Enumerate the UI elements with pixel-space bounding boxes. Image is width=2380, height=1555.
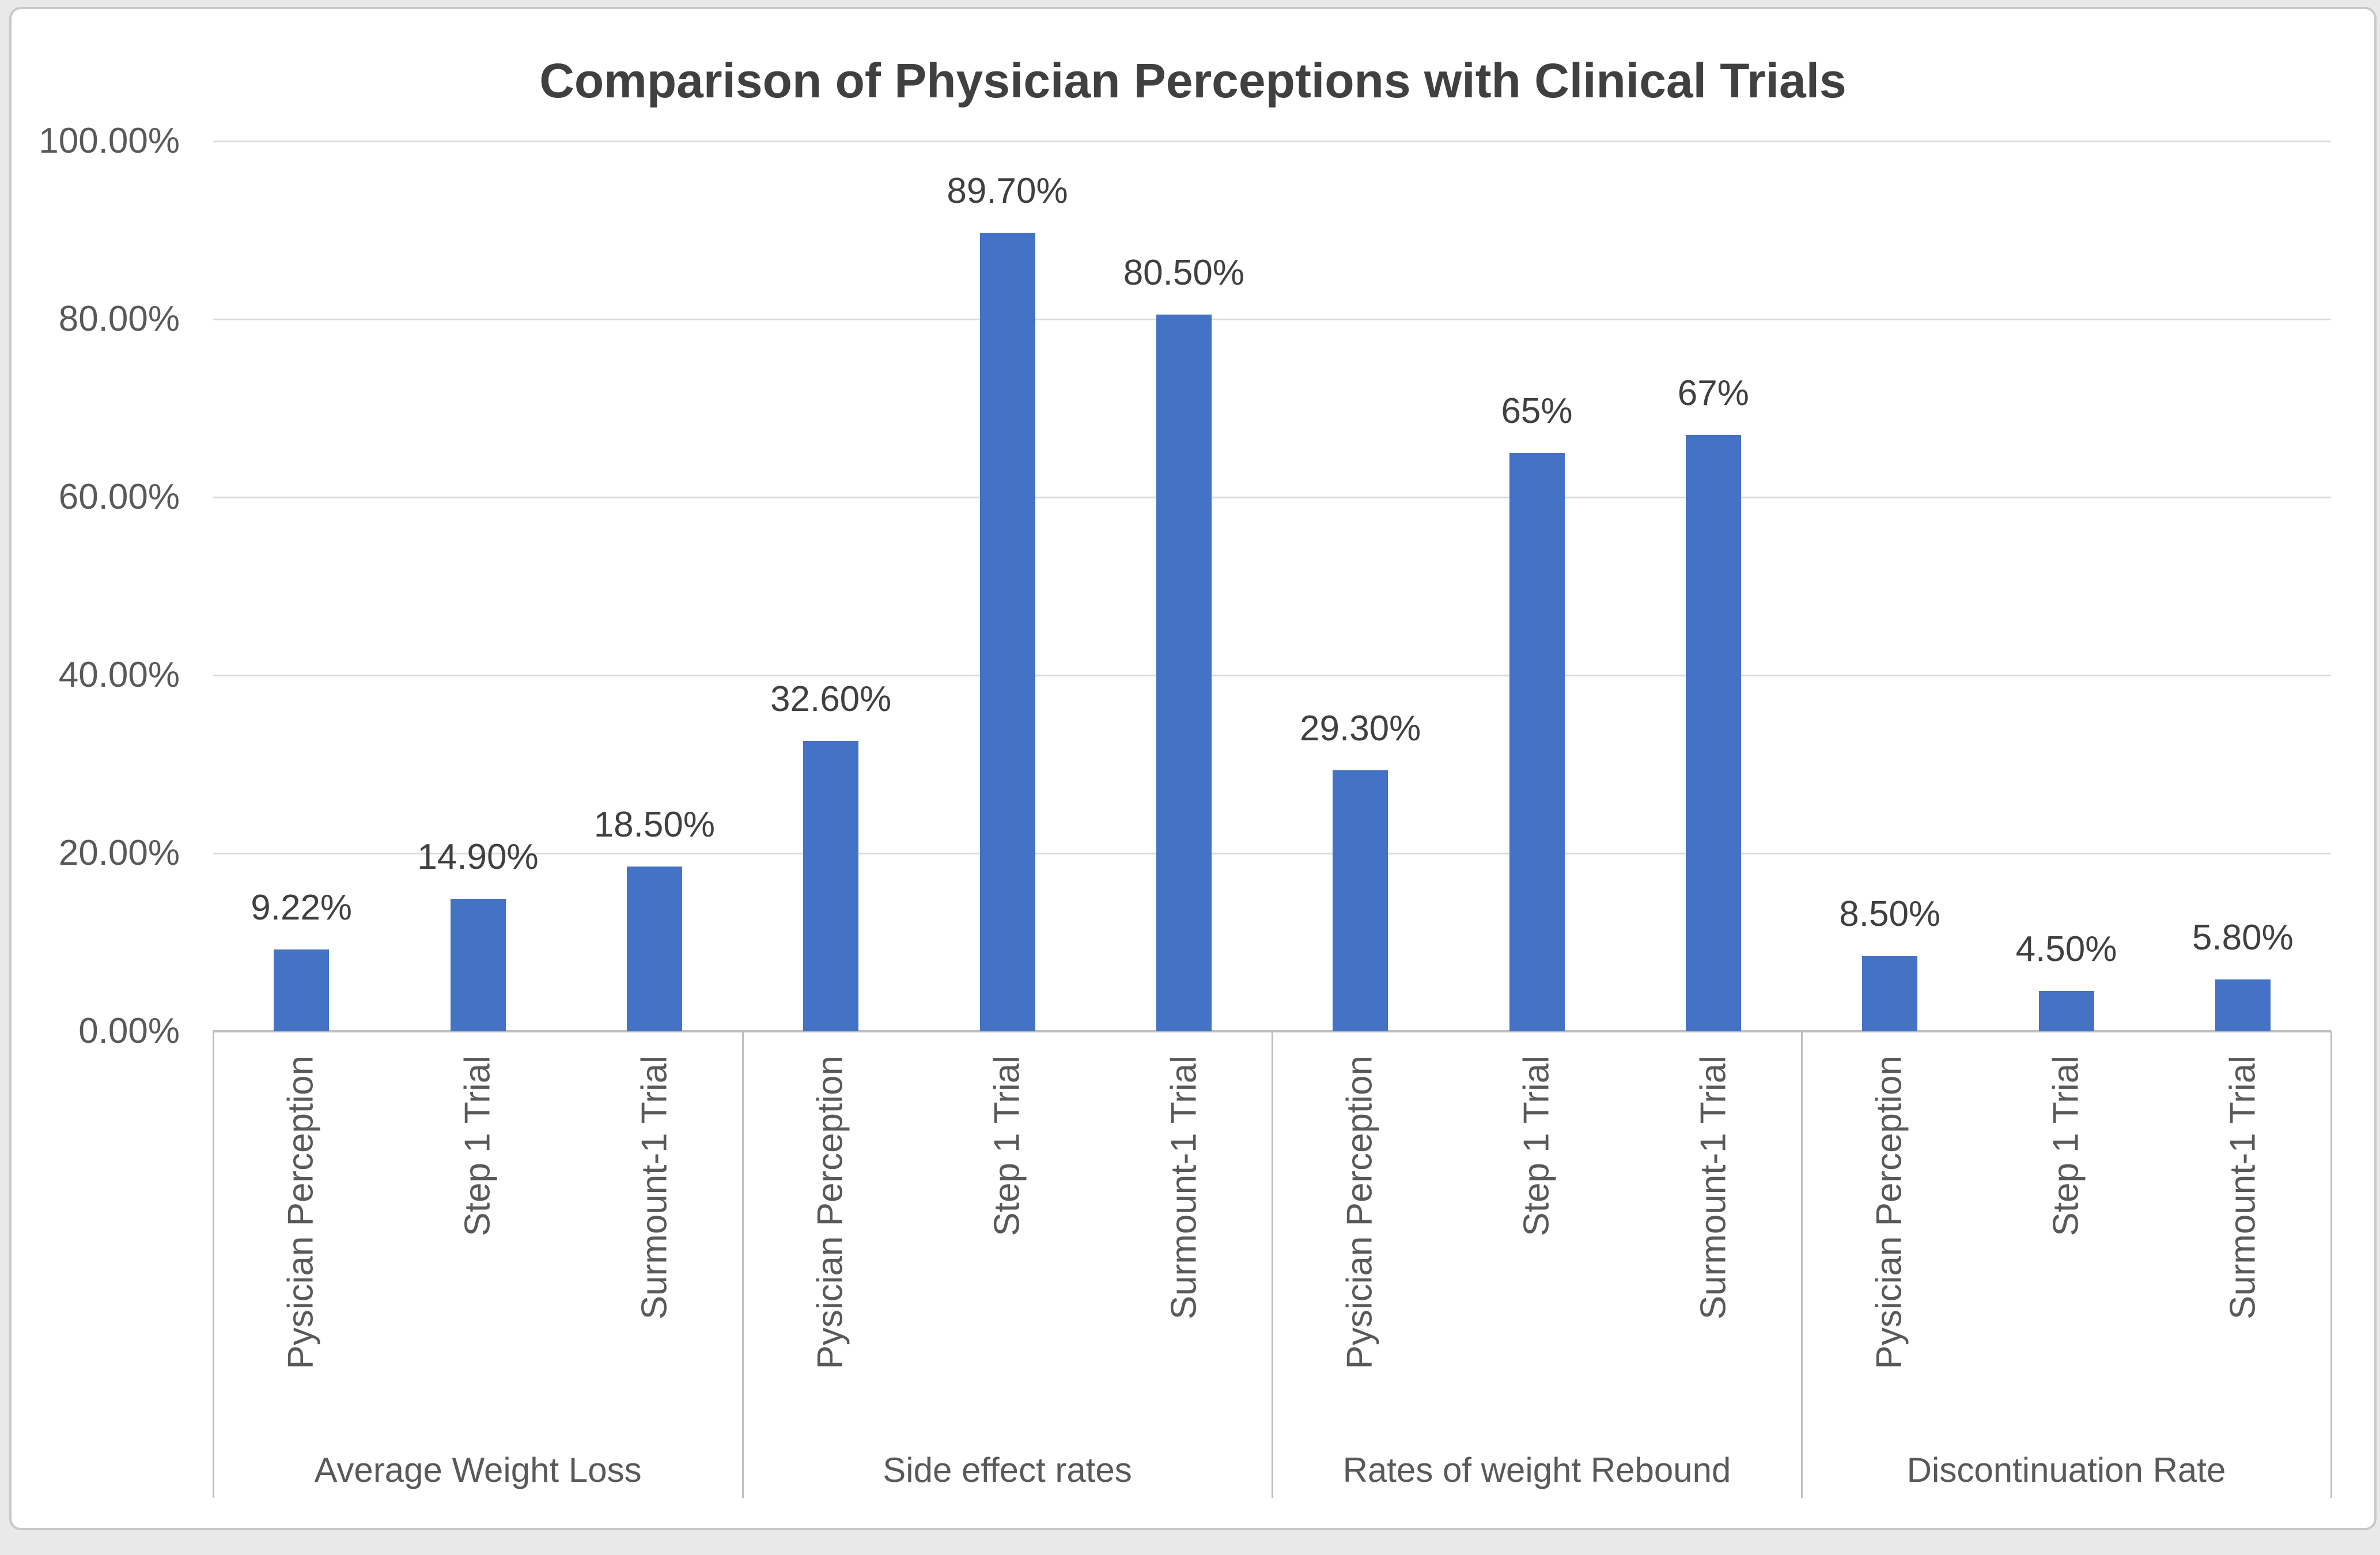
category-label: Pysician Perception (1869, 1055, 1909, 1369)
group-label: Average Weight Loss (314, 1451, 642, 1489)
category-label: Pysician Perception (810, 1055, 850, 1369)
category-label: Pysician Perception (1340, 1055, 1380, 1369)
bar-value-label: 18.50% (593, 805, 715, 845)
bar-value-label: 80.50% (1123, 253, 1244, 293)
gridline (213, 853, 2331, 854)
gridline (213, 497, 2331, 498)
bar-value-label: 32.60% (770, 679, 892, 720)
bar-value-label: 29.30% (1300, 709, 1421, 749)
group-separator-line (2330, 1031, 2332, 1498)
bar (1862, 955, 1918, 1031)
category-label: Step 1 Trial (987, 1055, 1027, 1236)
gridline (213, 319, 2331, 320)
y-axis-tick-label: 60.00% (58, 477, 180, 517)
group-separator-line (212, 1031, 214, 1498)
bar (1156, 315, 1212, 1031)
group-label: Rates of weight Rebound (1342, 1451, 1731, 1489)
bar-value-label: 65% (1501, 391, 1573, 431)
y-axis-tick-label: 40.00% (58, 655, 180, 695)
y-axis-tick-label: 80.00% (58, 299, 180, 339)
bar-value-label: 4.50% (2015, 929, 2117, 970)
chart-title: Comparison of Physician Perceptions with… (539, 54, 1847, 108)
bar (626, 867, 682, 1031)
bar-value-label: 14.90% (417, 837, 539, 877)
bar-value-label: 9.22% (251, 887, 353, 928)
bar-value-label: 89.70% (947, 171, 1068, 211)
bar (979, 233, 1035, 1031)
category-label: Pysician Perception (281, 1055, 321, 1369)
category-label: Surmount-1 Trial (2223, 1055, 2263, 1320)
bar-value-label: 67% (1677, 373, 1749, 413)
bar (803, 741, 859, 1031)
category-label: Step 1 Trial (1516, 1055, 1557, 1236)
bar (274, 949, 330, 1031)
bar (1509, 452, 1565, 1031)
y-axis-tick-label: 100.00% (39, 121, 180, 161)
category-label: Step 1 Trial (457, 1055, 498, 1236)
group-label: Side effect rates (883, 1451, 1132, 1489)
gridline (213, 675, 2331, 676)
category-label: Surmount-1 Trial (634, 1055, 675, 1320)
bar (2215, 979, 2271, 1031)
gridline (213, 141, 2331, 142)
bar-value-label: 8.50% (1839, 894, 1941, 934)
group-separator-line (1800, 1031, 1803, 1498)
category-label: Surmount-1 Trial (1164, 1055, 1204, 1320)
group-separator-line (741, 1031, 744, 1498)
group-separator-line (1271, 1031, 1273, 1498)
y-axis-tick-label: 0.00% (78, 1011, 180, 1051)
bar-value-label: 5.80% (2192, 918, 2294, 958)
category-label: Surmount-1 Trial (1693, 1055, 1734, 1320)
bar (450, 898, 506, 1031)
bar (1333, 770, 1388, 1031)
bar (2038, 991, 2094, 1031)
category-label: Step 1 Trial (2046, 1055, 2086, 1236)
group-label: Discontinuation Rate (1906, 1451, 2226, 1489)
y-axis-tick-label: 20.00% (58, 833, 180, 873)
bar (1685, 434, 1741, 1031)
